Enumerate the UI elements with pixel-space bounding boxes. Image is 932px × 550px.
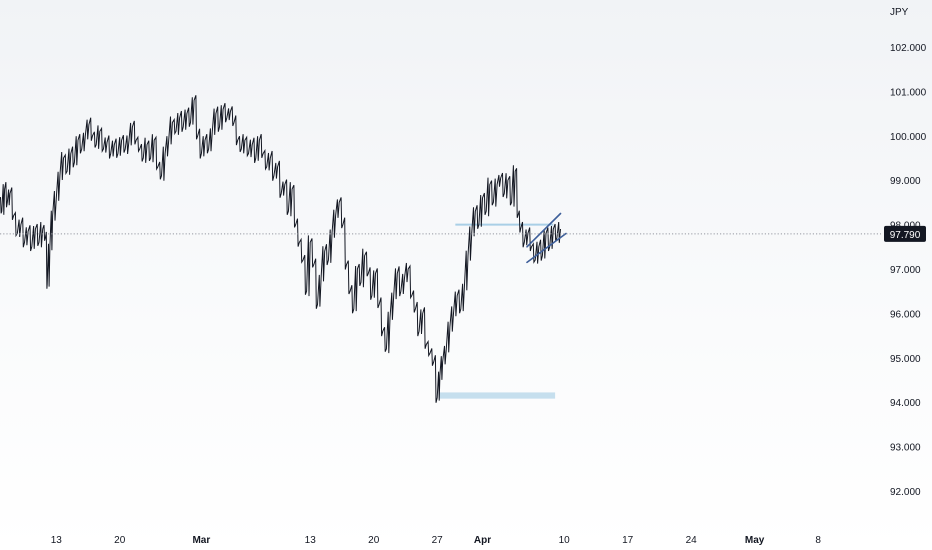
y-tick-label: 95.000 bbox=[890, 354, 921, 365]
x-tick-label: 13 bbox=[305, 535, 317, 546]
current-price-layer: 97.790 bbox=[0, 225, 926, 242]
price-series bbox=[0, 95, 561, 403]
y-tick-label: 93.000 bbox=[890, 443, 921, 454]
x-tick-label: May bbox=[745, 535, 765, 546]
x-tick-label: 20 bbox=[368, 535, 380, 546]
current-price-value: 97.790 bbox=[890, 230, 921, 241]
x-tick-label: 10 bbox=[559, 535, 571, 546]
y-tick-label: 92.000 bbox=[890, 487, 921, 498]
current-price-tag bbox=[884, 225, 926, 242]
support-zone[interactable] bbox=[439, 392, 556, 399]
x-tick-label: Apr bbox=[474, 535, 491, 546]
trendline-layer[interactable] bbox=[526, 212, 567, 264]
wedge-upper-trendline[interactable] bbox=[526, 212, 562, 248]
y-tick-label: 96.000 bbox=[890, 309, 921, 320]
x-tick-label: 20 bbox=[114, 535, 126, 546]
y-tick-label: 100.000 bbox=[890, 132, 927, 143]
x-tick-label: 8 bbox=[815, 535, 821, 546]
y-tick-label: 97.000 bbox=[890, 265, 921, 276]
y-tick-label: 101.000 bbox=[890, 87, 927, 98]
annotation-layer[interactable] bbox=[439, 223, 556, 399]
x-tick-label: 24 bbox=[686, 535, 698, 546]
x-tick-label: 13 bbox=[51, 535, 63, 546]
y-tick-label: 94.000 bbox=[890, 398, 921, 409]
x-tick-label: 17 bbox=[622, 535, 634, 546]
x-axis: 13 20 Mar 13 20 27 Apr 10 17 24 May 8 bbox=[51, 535, 822, 546]
y-tick-label: 102.000 bbox=[890, 43, 927, 54]
x-tick-label: Mar bbox=[192, 535, 210, 546]
y-tick-label: 99.000 bbox=[890, 176, 921, 187]
wedge-lower-trendline[interactable] bbox=[526, 232, 567, 264]
series-layer bbox=[0, 95, 561, 403]
currency-label: JPY bbox=[890, 7, 909, 18]
x-tick-label: 27 bbox=[432, 535, 444, 546]
y-axis: 102.000101.000100.00099.00098.00097.0009… bbox=[890, 43, 927, 498]
